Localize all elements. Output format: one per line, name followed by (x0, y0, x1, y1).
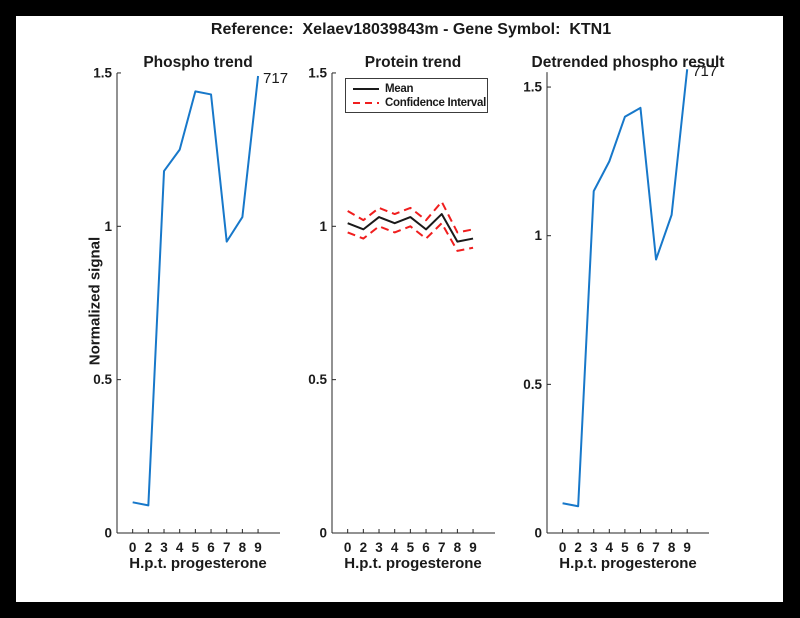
mean-line-sample-icon (353, 88, 379, 90)
x-tick-label: 7 (438, 540, 446, 555)
x-tick-label: 2 (574, 540, 582, 555)
x-tick-label: 7 (223, 540, 231, 555)
x-tick-label: 0 (129, 540, 137, 555)
x-tick-label: 3 (375, 540, 383, 555)
y-tick-label: 1.5 (93, 65, 112, 80)
phospho-signal-line (132, 75, 260, 507)
x-tick-label: 9 (469, 540, 477, 555)
legend-label-mean: Mean (385, 83, 414, 95)
x-tick-label: 5 (407, 540, 415, 555)
x-tick-label: 5 (192, 540, 200, 555)
legend-entry-confidence-interval: Confidence Interval (346, 96, 487, 110)
x-tick-label: 4 (391, 540, 399, 555)
y-tick-label: 0 (534, 526, 542, 541)
y-tick-label: 1.5 (523, 80, 542, 95)
y-tick-label: 1 (534, 228, 542, 243)
subplot-title-protein-trend: Protein trend (364, 54, 462, 71)
y-tick-label: 0.5 (93, 372, 112, 387)
x-tick-label: 3 (590, 540, 598, 555)
x-tick-label: 3 (160, 540, 168, 555)
protein-mean-line (347, 213, 474, 243)
x-tick-label: 4 (176, 540, 184, 555)
dashed-line-sample-icon (353, 102, 379, 104)
x-tick-label: 0 (559, 540, 567, 555)
figure-canvas: Reference: Xelaev18039843m - Gene Symbol… (16, 16, 783, 602)
x-tick-label: 2 (360, 540, 368, 555)
confidence-lower-line (347, 222, 474, 252)
x-tick-label: 6 (207, 540, 215, 555)
x-tick-label: 8 (668, 540, 676, 555)
confidence-upper-line (347, 200, 474, 234)
x-axis-label-1: H.p.t. progesterone (129, 555, 267, 572)
subplot-title-phospho-trend: Phospho trend (143, 54, 253, 71)
y-tick-label: 0 (104, 526, 112, 541)
phosphosite-point-label-1: 717 (263, 70, 289, 88)
x-tick-label: 0 (344, 540, 352, 555)
y-tick-label: 1 (104, 219, 112, 234)
y-tick-label: 1 (319, 219, 327, 234)
x-tick-label: 2 (145, 540, 153, 555)
x-tick-label: 4 (606, 540, 614, 555)
subplot-title-detrended-phospho: Detrended phospho result (531, 54, 725, 71)
legend-label-confidence-interval: Confidence Interval (385, 97, 487, 109)
x-tick-label: 8 (454, 540, 462, 555)
x-tick-label: 9 (683, 540, 691, 555)
phosphosite-point-label-2: 717 (692, 63, 718, 81)
x-tick-label: 7 (652, 540, 660, 555)
figure-title: Reference: Xelaev18039843m - Gene Symbol… (210, 21, 612, 38)
x-axis-label-3: H.p.t. progesterone (559, 555, 697, 572)
x-axis-label-2: H.p.t. progesterone (344, 555, 482, 572)
detrended-phospho-line (562, 69, 689, 508)
y-tick-label: 1.5 (308, 65, 327, 80)
y-tick-label: 0 (319, 526, 327, 541)
x-tick-label: 9 (254, 540, 262, 555)
legend-box: Mean Confidence Interval (345, 78, 488, 113)
x-tick-label: 8 (239, 540, 247, 555)
charts-plot-area: 0 2 3 4 5 6 7 8 900.511.50 2 3 4 5 6 7 8 900.511.50 2 3 4 5 6… (93, 65, 709, 555)
x-tick-label: 6 (422, 540, 430, 555)
y-tick-label: 0.5 (523, 377, 542, 392)
legend-entry-mean: Mean (346, 82, 487, 96)
y-tick-label: 0.5 (308, 372, 327, 387)
x-tick-label: 5 (621, 540, 629, 555)
x-tick-label: 6 (637, 540, 645, 555)
